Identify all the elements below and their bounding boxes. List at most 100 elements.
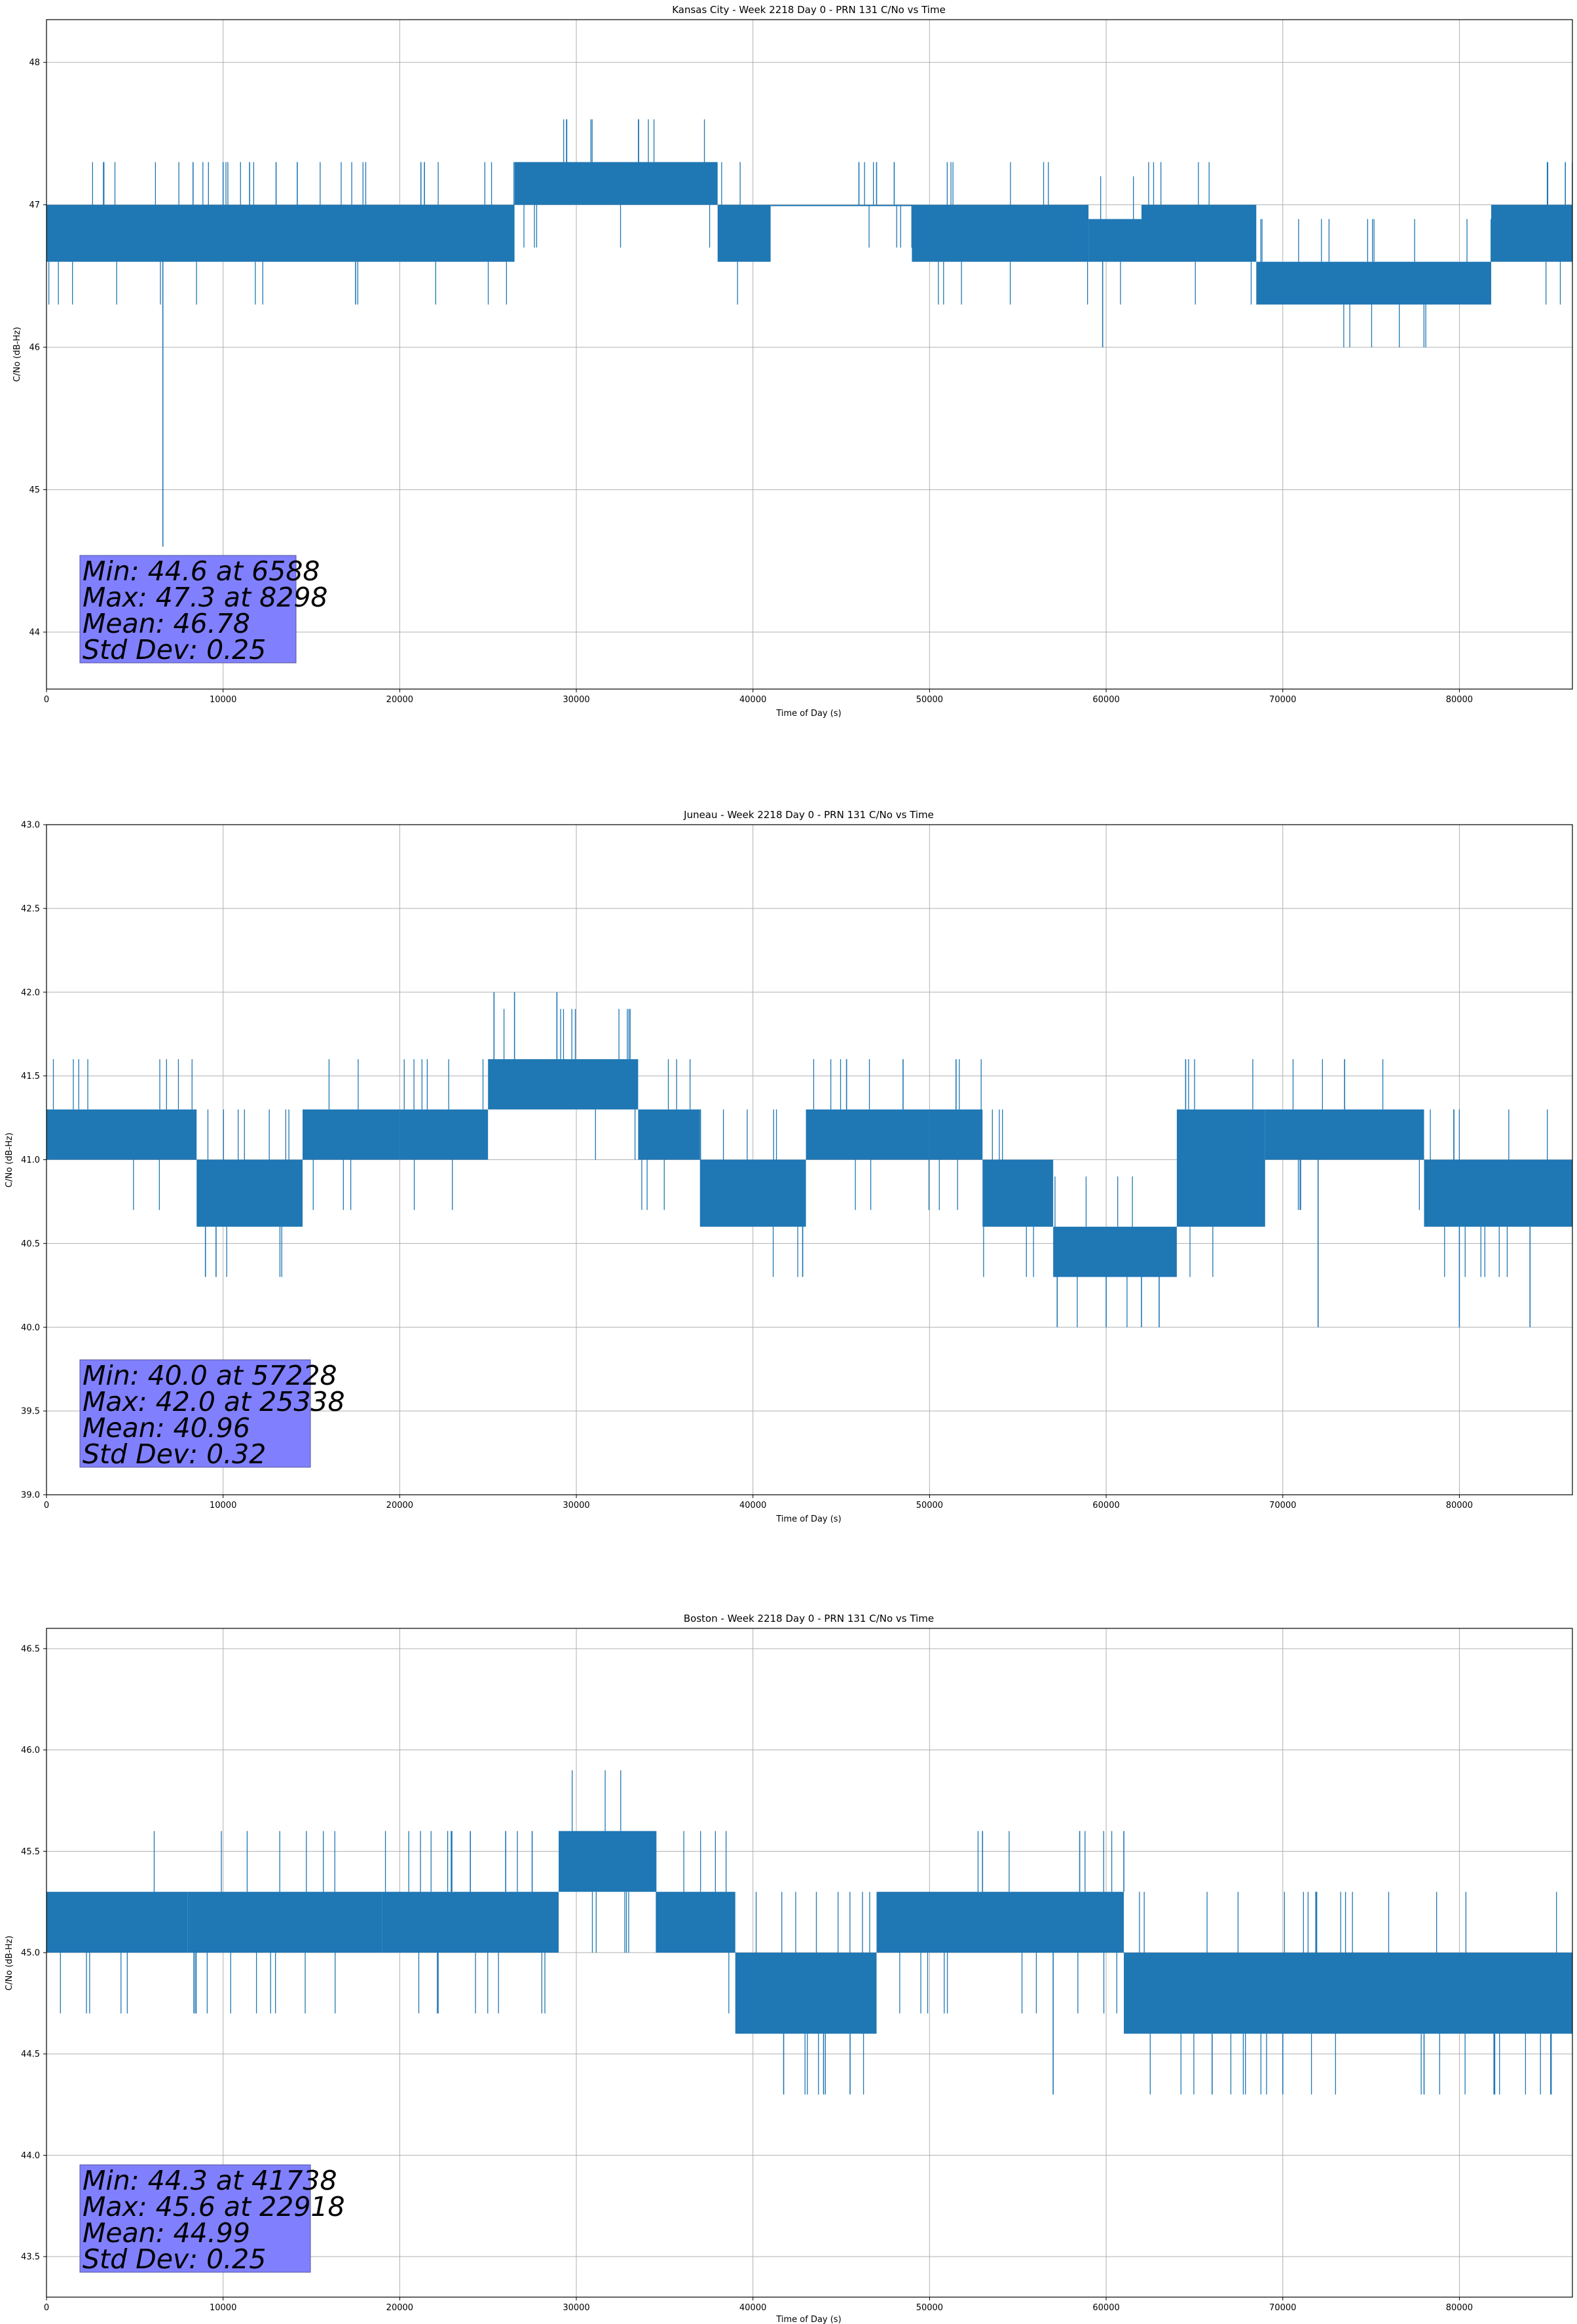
- x-tick-label: 40000: [739, 695, 766, 705]
- data-band: [912, 204, 1089, 262]
- x-tick-label: 10000: [210, 1501, 236, 1510]
- stats-box-background: [79, 2164, 311, 2273]
- x-tick-label: 70000: [1269, 695, 1296, 705]
- data-band: [399, 1109, 489, 1160]
- data-band: [717, 204, 771, 262]
- y-tick-label: 46.0: [21, 1746, 40, 1755]
- x-tick-label: 30000: [563, 2303, 589, 2313]
- data-band: [638, 1109, 700, 1160]
- y-tick-label: 48: [29, 58, 40, 68]
- data-band: [656, 1892, 735, 1953]
- data-band: [982, 1159, 1054, 1227]
- data-band: [1176, 1109, 1265, 1227]
- x-tick-label: 60000: [1092, 1501, 1119, 1510]
- stats-box-background: [79, 1359, 311, 1468]
- x-tick-label: 0: [44, 695, 49, 705]
- y-tick-label: 39.5: [21, 1407, 40, 1417]
- x-tick-label: 50000: [916, 695, 943, 705]
- y-tick-label: 42.0: [21, 988, 40, 998]
- data-band: [1265, 1109, 1424, 1160]
- y-tick-label: 45.0: [21, 1949, 40, 1959]
- x-tick-label: 0: [44, 2303, 49, 2313]
- data-band: [1424, 1159, 1572, 1227]
- data-band: [488, 1059, 639, 1110]
- y-tick-label: 39.0: [21, 1491, 40, 1501]
- stat-min: Min: 40.0 at 57228: [83, 1360, 337, 1391]
- x-tick-label: 20000: [386, 2303, 413, 2313]
- y-tick-label: 43.0: [21, 821, 40, 831]
- chart-boston: Boston - Week 2218 Day 0 - PRN 131 C/No …: [5, 1613, 1573, 2324]
- stats-box: Min: 44.6 at 6588 Max: 47.3 at 8298 Mean…: [79, 555, 328, 665]
- x-tick-label: 60000: [1092, 695, 1119, 705]
- x-tick-label: 0: [44, 1501, 49, 1510]
- stat-std-dev: Std Dev: 0.25: [83, 634, 266, 665]
- x-tick-label: 80000: [1446, 2303, 1473, 2313]
- stat-std-dev: Std Dev: 0.32: [83, 1438, 266, 1470]
- stat-max: Max: 45.6 at 22918: [83, 2191, 345, 2222]
- data-band: [46, 1892, 188, 1953]
- y-tick-label: 42.5: [21, 904, 40, 914]
- y-tick-label: 44.0: [21, 2151, 40, 2161]
- chart-kansas-city: Kansas City - Week 2218 Day 0 - PRN 131 …: [12, 4, 1573, 719]
- x-tick-label: 50000: [916, 2303, 943, 2313]
- x-tick-label: 10000: [210, 695, 236, 705]
- y-tick-label: 40.0: [21, 1323, 40, 1333]
- x-axis-label: Time of Day (s): [775, 709, 841, 719]
- data-band: [806, 1109, 930, 1160]
- stat-std-dev: Std Dev: 0.25: [83, 2243, 266, 2275]
- data-band: [735, 1953, 877, 2034]
- y-axis-label: C/No (dB-Hz): [5, 1936, 14, 1991]
- x-tick-label: 80000: [1446, 1501, 1473, 1510]
- x-tick-label: 20000: [386, 1501, 413, 1510]
- data-band: [1491, 204, 1572, 262]
- x-tick-label: 40000: [739, 1501, 766, 1510]
- y-tick-label: 46.5: [21, 1644, 40, 1654]
- stats-box-background: [79, 555, 297, 664]
- x-tick-label: 60000: [1092, 2303, 1119, 2313]
- stat-min: Min: 44.3 at 41738: [83, 2165, 337, 2196]
- data-band: [929, 1109, 983, 1160]
- y-tick-label: 41.5: [21, 1072, 40, 1081]
- chart-title: Boston - Week 2218 Day 0 - PRN 131 C/No …: [684, 1613, 934, 1624]
- y-tick-label: 41.0: [21, 1155, 40, 1165]
- y-tick-label: 45: [29, 485, 40, 495]
- x-tick-label: 20000: [386, 695, 413, 705]
- chart-juneau: Juneau - Week 2218 Day 0 - PRN 131 C/No …: [5, 809, 1573, 1524]
- y-tick-label: 44.5: [21, 2050, 40, 2059]
- x-tick-label: 10000: [210, 2303, 236, 2313]
- data-band: [196, 1159, 303, 1227]
- data-band: [46, 1109, 197, 1160]
- y-tick-label: 45.5: [21, 1847, 40, 1857]
- y-tick-label: 46: [29, 343, 40, 353]
- x-tick-label: 30000: [563, 1501, 589, 1510]
- data-band: [1088, 219, 1141, 262]
- data-band: [876, 1892, 1124, 1953]
- x-axis-label: Time of Day (s): [775, 1514, 841, 1524]
- chart-title: Juneau - Week 2218 Day 0 - PRN 131 C/No …: [683, 809, 934, 821]
- data-band: [699, 1159, 806, 1227]
- y-axis-label: C/No (dB-Hz): [5, 1133, 14, 1188]
- y-tick-label: 44: [29, 628, 40, 638]
- data-band: [1141, 204, 1257, 262]
- stat-min: Min: 44.6 at 6588: [83, 555, 320, 587]
- x-tick-label: 70000: [1269, 1501, 1296, 1510]
- stat-mean: Mean: 44.99: [83, 2217, 250, 2249]
- data-band: [1053, 1226, 1177, 1277]
- data-band: [1256, 261, 1491, 305]
- x-tick-label: 40000: [739, 2303, 766, 2313]
- x-tick-label: 30000: [563, 695, 589, 705]
- x-axis-label: Time of Day (s): [775, 2315, 841, 2324]
- data-band: [382, 1892, 559, 1953]
- axes-frame: [46, 19, 1573, 690]
- data-band: [559, 1831, 656, 1892]
- x-tick-label: 50000: [916, 1501, 943, 1510]
- data-band: [46, 204, 515, 262]
- stats-box: Min: 40.0 at 57228 Max: 42.0 at 25338 Me…: [79, 1359, 345, 1470]
- data-band: [187, 1892, 382, 1953]
- x-tick-label: 80000: [1446, 695, 1473, 705]
- stat-max: Max: 47.3 at 8298: [83, 582, 328, 613]
- y-tick-label: 47: [29, 200, 40, 210]
- stat-mean: Mean: 46.78: [83, 608, 250, 639]
- x-tick-label: 70000: [1269, 2303, 1296, 2313]
